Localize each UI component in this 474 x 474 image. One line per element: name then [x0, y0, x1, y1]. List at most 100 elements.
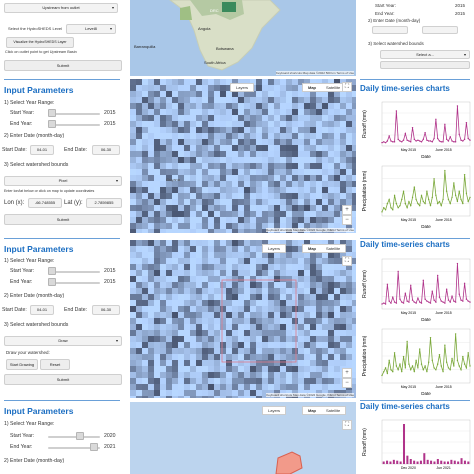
- layers-button[interactable]: Layers: [268, 408, 281, 413]
- heat-cell: [238, 169, 244, 175]
- map-button[interactable]: Map: [308, 85, 316, 90]
- start-date-field[interactable]: 04-01: [30, 145, 54, 155]
- heat-cell: [202, 199, 208, 205]
- layers-button[interactable]: Layers: [236, 85, 249, 90]
- heat-cell: [214, 276, 220, 282]
- outlet-select[interactable]: Upstream from outlet ▾: [4, 3, 118, 13]
- start-year-slider[interactable]: [48, 113, 100, 115]
- submit-button[interactable]: Submit: [4, 214, 122, 225]
- heat-cell: [328, 360, 334, 366]
- map-africa[interactable]: DRC Angola Barranquilla Botswana South A…: [130, 0, 356, 76]
- heat-cell: [352, 139, 356, 145]
- heat-cell: [232, 366, 238, 372]
- submit-button[interactable]: [380, 61, 470, 69]
- zoom-in-icon[interactable]: +: [342, 205, 352, 215]
- heat-cell: [220, 390, 226, 396]
- visualize-button[interactable]: Visualize the HydroSHEDS Layer: [6, 37, 74, 48]
- heat-cell: [208, 354, 214, 360]
- layers-button[interactable]: Layers: [268, 246, 281, 251]
- satellite-button[interactable]: Satellite: [326, 408, 341, 413]
- map-type-toggle[interactable]: Layers: [262, 244, 287, 253]
- satellite-button[interactable]: Satellite: [326, 85, 341, 90]
- date-field[interactable]: [422, 26, 458, 34]
- start-year-label: Start Year:: [10, 268, 35, 274]
- map-type-toggle[interactable]: Map Satellite: [302, 406, 347, 415]
- start-drawing-button[interactable]: Start Drawing: [6, 359, 38, 370]
- satellite-button[interactable]: Satellite: [326, 246, 341, 251]
- map-type-toggle[interactable]: Map Satellite: [302, 244, 347, 253]
- start-date-field[interactable]: 04-01: [30, 305, 54, 315]
- zoom-in-icon[interactable]: +: [342, 368, 352, 378]
- end-year-slider[interactable]: [48, 124, 100, 126]
- lon-input[interactable]: -66.748555: [28, 198, 62, 208]
- data-point: [406, 139, 408, 141]
- heat-cell: [214, 306, 220, 312]
- map-type-toggle[interactable]: Layers: [262, 406, 287, 415]
- slider-handle[interactable]: [48, 267, 56, 275]
- heat-cell: [250, 396, 256, 398]
- heat-cell: [154, 181, 160, 187]
- end-date-field[interactable]: 06-30: [92, 305, 120, 315]
- reset-button[interactable]: Reset: [40, 359, 70, 370]
- fullscreen-icon[interactable]: ⛶: [342, 420, 352, 430]
- heat-cell: [322, 79, 328, 85]
- heat-cell: [322, 336, 328, 342]
- heat-cell: [196, 270, 202, 276]
- heat-cell: [142, 330, 148, 336]
- end-date-field[interactable]: 06-30: [92, 145, 120, 155]
- lat-input[interactable]: 2.7859855: [86, 198, 122, 208]
- heat-cell: [202, 372, 208, 378]
- heat-cell: [310, 91, 316, 97]
- map-3[interactable]: Layers Map Satellite ⛶: [130, 402, 356, 474]
- end-year-value: 2015: [104, 121, 116, 127]
- heat-cell: [274, 85, 280, 91]
- heat-cell: [304, 360, 310, 366]
- slider-handle[interactable]: [48, 120, 56, 128]
- bounds-select[interactable]: Select a... ▾: [380, 50, 470, 59]
- heat-cell: [202, 264, 208, 270]
- submit-button[interactable]: Submit: [4, 374, 122, 385]
- slider-handle[interactable]: [48, 109, 56, 117]
- heat-cell: [340, 139, 346, 145]
- heat-cell: [256, 127, 262, 133]
- level-select[interactable]: Level8 ▾: [66, 24, 116, 34]
- date-field[interactable]: [372, 26, 408, 34]
- drawn-watershed[interactable]: [130, 240, 356, 398]
- slider-handle[interactable]: [90, 443, 98, 451]
- heat-cell: [322, 354, 328, 360]
- heat-cell: [172, 175, 178, 181]
- slider-handle[interactable]: [48, 278, 56, 286]
- start-year-slider[interactable]: [48, 271, 100, 273]
- start-year-slider[interactable]: [48, 436, 100, 438]
- zoom-out-icon[interactable]: −: [342, 215, 352, 225]
- heat-cell: [184, 330, 190, 336]
- heat-cell: [280, 193, 286, 199]
- end-year-slider[interactable]: [48, 282, 100, 284]
- fullscreen-icon[interactable]: ⛶: [342, 82, 352, 92]
- map-button[interactable]: Map: [308, 246, 316, 251]
- heat-cell: [166, 85, 172, 91]
- heat-cell: [232, 342, 238, 348]
- zoom-out-icon[interactable]: −: [342, 378, 352, 388]
- heat-cell: [166, 300, 172, 306]
- map-type-toggle[interactable]: Layers: [230, 83, 255, 92]
- heat-cell: [196, 312, 202, 318]
- bounds-select[interactable]: Draw ▾: [4, 336, 122, 346]
- slider-handle[interactable]: [76, 432, 84, 440]
- submit-button[interactable]: Submit: [4, 60, 122, 71]
- heat-cell: [238, 348, 244, 354]
- fullscreen-icon[interactable]: ⛶: [342, 256, 352, 266]
- heat-cell: [244, 300, 250, 306]
- heat-cell: [262, 300, 268, 306]
- heat-cell: [154, 151, 160, 157]
- end-year-slider[interactable]: [48, 447, 100, 449]
- outlet-select-value: Upstream from outlet: [42, 5, 80, 10]
- map-precip-2[interactable]: Layers Map Satellite ⛶ + − Keyboard shor…: [130, 240, 356, 398]
- y-axis-label: Runoff (mm): [362, 428, 368, 456]
- heat-cell: [202, 151, 208, 157]
- heat-cell: [220, 109, 226, 115]
- map-precip-1[interactable]: Layers Map Satellite ⛶ + − Guyana Keyboa…: [130, 79, 356, 233]
- bounds-select[interactable]: Pixel ▾: [4, 176, 122, 186]
- map-button[interactable]: Map: [308, 408, 316, 413]
- map-type-toggle[interactable]: Map Satellite: [302, 83, 347, 92]
